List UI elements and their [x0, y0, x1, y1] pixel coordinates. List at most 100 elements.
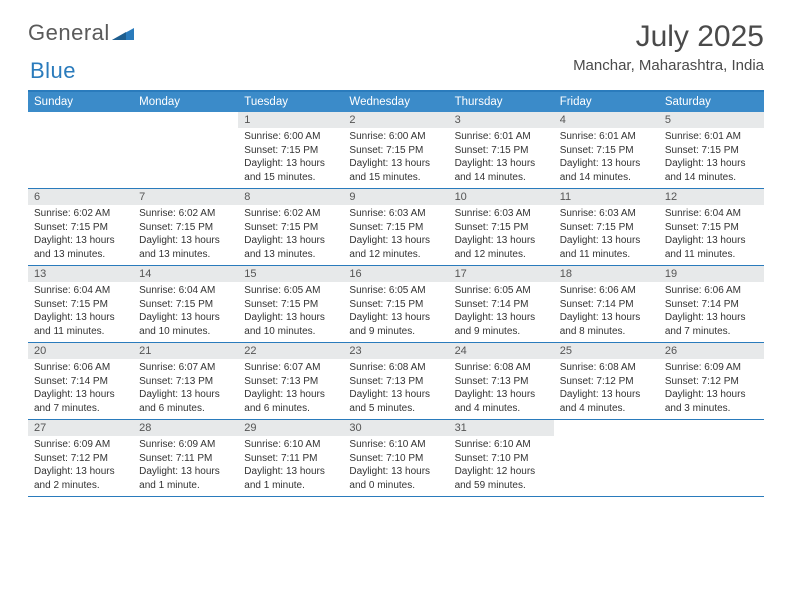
sunset-line: Sunset: 7:15 PM	[244, 144, 337, 158]
day-info: Sunrise: 6:02 AMSunset: 7:15 PMDaylight:…	[28, 205, 133, 265]
sunset-line: Sunset: 7:15 PM	[455, 144, 548, 158]
day-number: 12	[659, 189, 764, 205]
sunset-line: Sunset: 7:15 PM	[560, 144, 653, 158]
logo: General	[28, 20, 136, 46]
daylight-line: Daylight: 13 hours and 14 minutes.	[455, 157, 548, 184]
day-of-week-header: Sunday	[28, 92, 133, 112]
day-info: Sunrise: 6:09 AMSunset: 7:11 PMDaylight:…	[133, 436, 238, 496]
day-number: 6	[28, 189, 133, 205]
sunset-line: Sunset: 7:12 PM	[665, 375, 758, 389]
sunrise-line: Sunrise: 6:06 AM	[665, 284, 758, 298]
sunrise-line: Sunrise: 6:00 AM	[349, 130, 442, 144]
sunset-line: Sunset: 7:15 PM	[139, 221, 232, 235]
sunset-line: Sunset: 7:15 PM	[349, 144, 442, 158]
sunrise-line: Sunrise: 6:03 AM	[560, 207, 653, 221]
sunset-line: Sunset: 7:10 PM	[349, 452, 442, 466]
daylight-line: Daylight: 13 hours and 0 minutes.	[349, 465, 442, 492]
daylight-line: Daylight: 13 hours and 10 minutes.	[139, 311, 232, 338]
day-number: 29	[238, 420, 343, 436]
day-number: 2	[343, 112, 448, 128]
day-number: 15	[238, 266, 343, 282]
day-of-week-header: Wednesday	[343, 92, 448, 112]
daylight-line: Daylight: 13 hours and 7 minutes.	[665, 311, 758, 338]
sunrise-line: Sunrise: 6:04 AM	[665, 207, 758, 221]
daylight-line: Daylight: 13 hours and 9 minutes.	[349, 311, 442, 338]
day-info: Sunrise: 6:04 AMSunset: 7:15 PMDaylight:…	[659, 205, 764, 265]
daylight-line: Daylight: 13 hours and 8 minutes.	[560, 311, 653, 338]
sunrise-line: Sunrise: 6:08 AM	[560, 361, 653, 375]
daylight-line: Daylight: 13 hours and 1 minute.	[244, 465, 337, 492]
day-cell: 11Sunrise: 6:03 AMSunset: 7:15 PMDayligh…	[554, 189, 659, 265]
day-cell: 12Sunrise: 6:04 AMSunset: 7:15 PMDayligh…	[659, 189, 764, 265]
sunrise-line: Sunrise: 6:07 AM	[244, 361, 337, 375]
day-info: Sunrise: 6:03 AMSunset: 7:15 PMDaylight:…	[343, 205, 448, 265]
sunrise-line: Sunrise: 6:05 AM	[244, 284, 337, 298]
day-cell: 23Sunrise: 6:08 AMSunset: 7:13 PMDayligh…	[343, 343, 448, 419]
sunset-line: Sunset: 7:15 PM	[139, 298, 232, 312]
sunset-line: Sunset: 7:15 PM	[244, 221, 337, 235]
sunset-line: Sunset: 7:13 PM	[244, 375, 337, 389]
day-cell: 1Sunrise: 6:00 AMSunset: 7:15 PMDaylight…	[238, 112, 343, 188]
day-number: 3	[449, 112, 554, 128]
day-number: 19	[659, 266, 764, 282]
sunset-line: Sunset: 7:13 PM	[455, 375, 548, 389]
day-number: 22	[238, 343, 343, 359]
sunset-line: Sunset: 7:15 PM	[665, 144, 758, 158]
sunrise-line: Sunrise: 6:09 AM	[139, 438, 232, 452]
sunrise-line: Sunrise: 6:00 AM	[244, 130, 337, 144]
day-cell: 7Sunrise: 6:02 AMSunset: 7:15 PMDaylight…	[133, 189, 238, 265]
location-text: Manchar, Maharashtra, India	[573, 57, 764, 74]
sunrise-line: Sunrise: 6:04 AM	[34, 284, 127, 298]
day-info: Sunrise: 6:03 AMSunset: 7:15 PMDaylight:…	[554, 205, 659, 265]
day-number: 30	[343, 420, 448, 436]
day-info: Sunrise: 6:04 AMSunset: 7:15 PMDaylight:…	[28, 282, 133, 342]
daylight-line: Daylight: 13 hours and 6 minutes.	[244, 388, 337, 415]
day-cell: 13Sunrise: 6:04 AMSunset: 7:15 PMDayligh…	[28, 266, 133, 342]
day-info: Sunrise: 6:10 AMSunset: 7:11 PMDaylight:…	[238, 436, 343, 496]
sunrise-line: Sunrise: 6:01 AM	[455, 130, 548, 144]
sunset-line: Sunset: 7:15 PM	[34, 298, 127, 312]
day-cell: 26Sunrise: 6:09 AMSunset: 7:12 PMDayligh…	[659, 343, 764, 419]
day-cell	[133, 112, 238, 188]
daylight-line: Daylight: 13 hours and 12 minutes.	[349, 234, 442, 261]
sunset-line: Sunset: 7:14 PM	[34, 375, 127, 389]
day-cell: 25Sunrise: 6:08 AMSunset: 7:12 PMDayligh…	[554, 343, 659, 419]
day-number: 11	[554, 189, 659, 205]
day-info: Sunrise: 6:08 AMSunset: 7:13 PMDaylight:…	[343, 359, 448, 419]
day-of-week-header: Tuesday	[238, 92, 343, 112]
day-of-week-header: Saturday	[659, 92, 764, 112]
sunrise-line: Sunrise: 6:09 AM	[665, 361, 758, 375]
day-info: Sunrise: 6:05 AMSunset: 7:15 PMDaylight:…	[343, 282, 448, 342]
sunrise-line: Sunrise: 6:03 AM	[349, 207, 442, 221]
day-cell: 19Sunrise: 6:06 AMSunset: 7:14 PMDayligh…	[659, 266, 764, 342]
day-info: Sunrise: 6:06 AMSunset: 7:14 PMDaylight:…	[659, 282, 764, 342]
daylight-line: Daylight: 13 hours and 13 minutes.	[34, 234, 127, 261]
sunrise-line: Sunrise: 6:03 AM	[455, 207, 548, 221]
calendar: SundayMondayTuesdayWednesdayThursdayFrid…	[28, 90, 764, 497]
sunrise-line: Sunrise: 6:07 AM	[139, 361, 232, 375]
sunrise-line: Sunrise: 6:09 AM	[34, 438, 127, 452]
page-title: July 2025	[573, 20, 764, 53]
sunset-line: Sunset: 7:15 PM	[665, 221, 758, 235]
sunrise-line: Sunrise: 6:04 AM	[139, 284, 232, 298]
day-info: Sunrise: 6:02 AMSunset: 7:15 PMDaylight:…	[238, 205, 343, 265]
sunrise-line: Sunrise: 6:10 AM	[244, 438, 337, 452]
sunset-line: Sunset: 7:14 PM	[455, 298, 548, 312]
day-cell: 31Sunrise: 6:10 AMSunset: 7:10 PMDayligh…	[449, 420, 554, 496]
day-info: Sunrise: 6:08 AMSunset: 7:12 PMDaylight:…	[554, 359, 659, 419]
day-cell: 20Sunrise: 6:06 AMSunset: 7:14 PMDayligh…	[28, 343, 133, 419]
day-info: Sunrise: 6:00 AMSunset: 7:15 PMDaylight:…	[343, 128, 448, 188]
day-info: Sunrise: 6:01 AMSunset: 7:15 PMDaylight:…	[449, 128, 554, 188]
week-row: 1Sunrise: 6:00 AMSunset: 7:15 PMDaylight…	[28, 112, 764, 189]
day-of-week-header: Thursday	[449, 92, 554, 112]
daylight-line: Daylight: 13 hours and 11 minutes.	[665, 234, 758, 261]
day-info: Sunrise: 6:07 AMSunset: 7:13 PMDaylight:…	[133, 359, 238, 419]
day-number: 7	[133, 189, 238, 205]
daylight-line: Daylight: 13 hours and 14 minutes.	[665, 157, 758, 184]
daylight-line: Daylight: 13 hours and 15 minutes.	[244, 157, 337, 184]
sunrise-line: Sunrise: 6:10 AM	[349, 438, 442, 452]
day-number: 20	[28, 343, 133, 359]
day-number: 5	[659, 112, 764, 128]
day-number: 4	[554, 112, 659, 128]
sunrise-line: Sunrise: 6:02 AM	[34, 207, 127, 221]
